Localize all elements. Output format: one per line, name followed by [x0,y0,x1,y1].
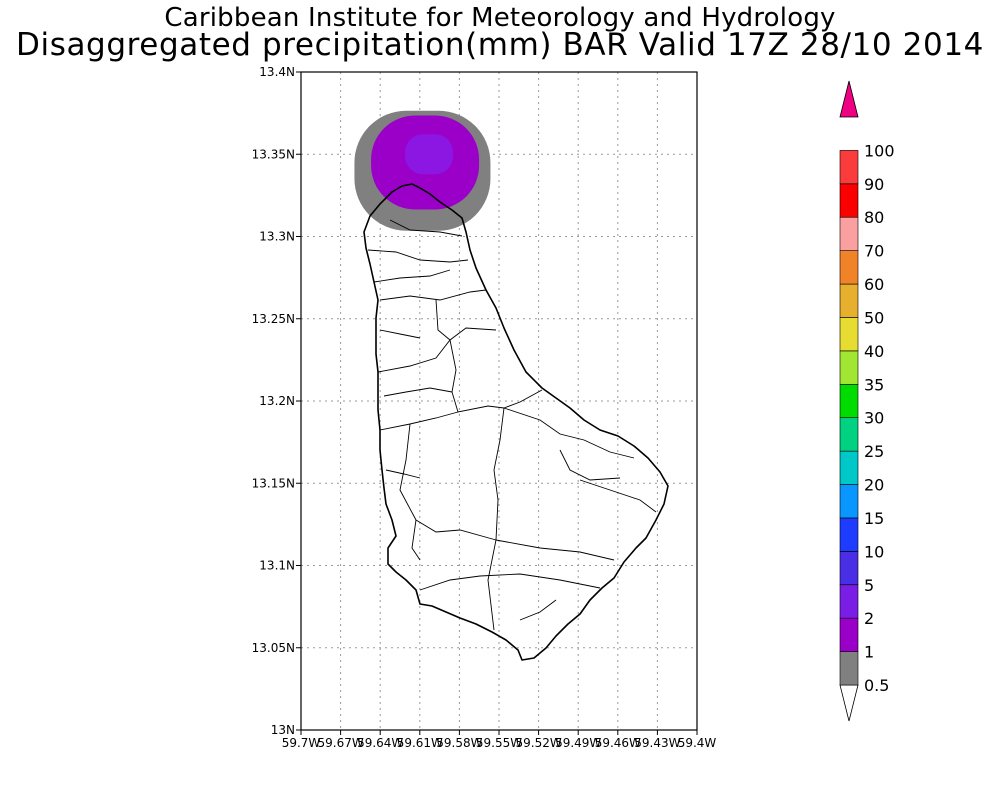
lon-tick-label: 59.7W [282,736,321,750]
colorbar-swatch [839,317,859,352]
colorbar-label: 35 [864,375,884,394]
colorbar-label: 1 [864,643,874,662]
colorbar-top-arrow [839,80,859,118]
colorbar-label: 2 [864,609,874,628]
colorbar-label: 25 [864,442,884,461]
colorbar-swatch [839,150,859,185]
colorbar-label: 100 [864,141,895,160]
lat-tick-label: 13.1N [259,559,295,573]
island-coastline [363,183,669,661]
colorbar-label: 80 [864,208,884,227]
colorbar-swatch [839,250,859,285]
lat-tick-label: 13.15N [252,476,295,490]
colorbar-label: 15 [864,509,884,528]
axes: 13.4N 13.35N 13.3N 13.25N 13.2N 13.15N 13.1N 13… [252,65,717,750]
lon-tick-label: 59.49W [555,736,601,750]
lat-tick-label: 13N [271,723,295,737]
colorbar-label: 30 [864,409,884,428]
map-title-line1: Caribbean Institute for Meteorology and … [164,3,836,33]
lon-tick-label: 59.58W [436,736,482,750]
lon-tick-label: 59.43W [634,736,680,750]
colorbar-swatch [839,283,859,318]
colorbar-swatch [839,484,859,519]
colorbar-swatch [839,183,859,218]
colorbar-swatch [839,617,859,652]
lat-tick-label: 13.35N [252,147,295,161]
lat-tick-label: 13.4N [259,65,295,79]
colorbar-label: 90 [864,175,884,194]
lat-tick-label: 13.3N [259,230,295,244]
colorbar-swatch [839,551,859,586]
lon-tick-label: 59.64W [357,736,403,750]
colorbar-bottom-arrow [839,684,859,722]
precip-area-2-5 [405,134,454,175]
colorbar-label: 40 [864,342,884,361]
lat-tick-label: 13.05N [252,641,295,655]
colorbar-swatch [839,517,859,552]
colorbar-swatch [839,417,859,452]
colorbar-swatch [839,584,859,619]
lon-tick-label: 59.61W [397,736,443,750]
lon-tick-label: 59.55W [476,736,522,750]
colorbar-label: 5 [864,576,874,595]
colorbar-label: 0.5 [864,676,889,695]
map-title-line2: Disaggregated precipitation(mm) BAR Vali… [16,27,984,63]
colorbar-label: 50 [864,308,884,327]
lon-tick-label: 59.52W [515,736,561,750]
precipitation-areas [354,110,491,231]
colorbar-swatch [839,651,859,686]
colorbar-label: 70 [864,242,884,261]
parish-boundaries [367,219,657,631]
lat-tick-label: 13.2N [259,394,295,408]
colorbar-label: 20 [864,476,884,495]
colorbar-label: 10 [864,542,884,561]
colorbar-swatch [839,383,859,419]
colorbar-swatch [839,450,859,485]
lon-tick-label: 59.46W [595,736,641,750]
lon-tick-label: 59.67W [317,736,363,750]
lon-tick-label: 59.4W [678,736,717,750]
barbados-island [363,183,669,661]
colorbar-label: 60 [864,275,884,294]
lat-tick-label: 13.25N [252,312,295,326]
colorbar-swatch [839,350,859,385]
colorbar-swatch [839,216,859,251]
